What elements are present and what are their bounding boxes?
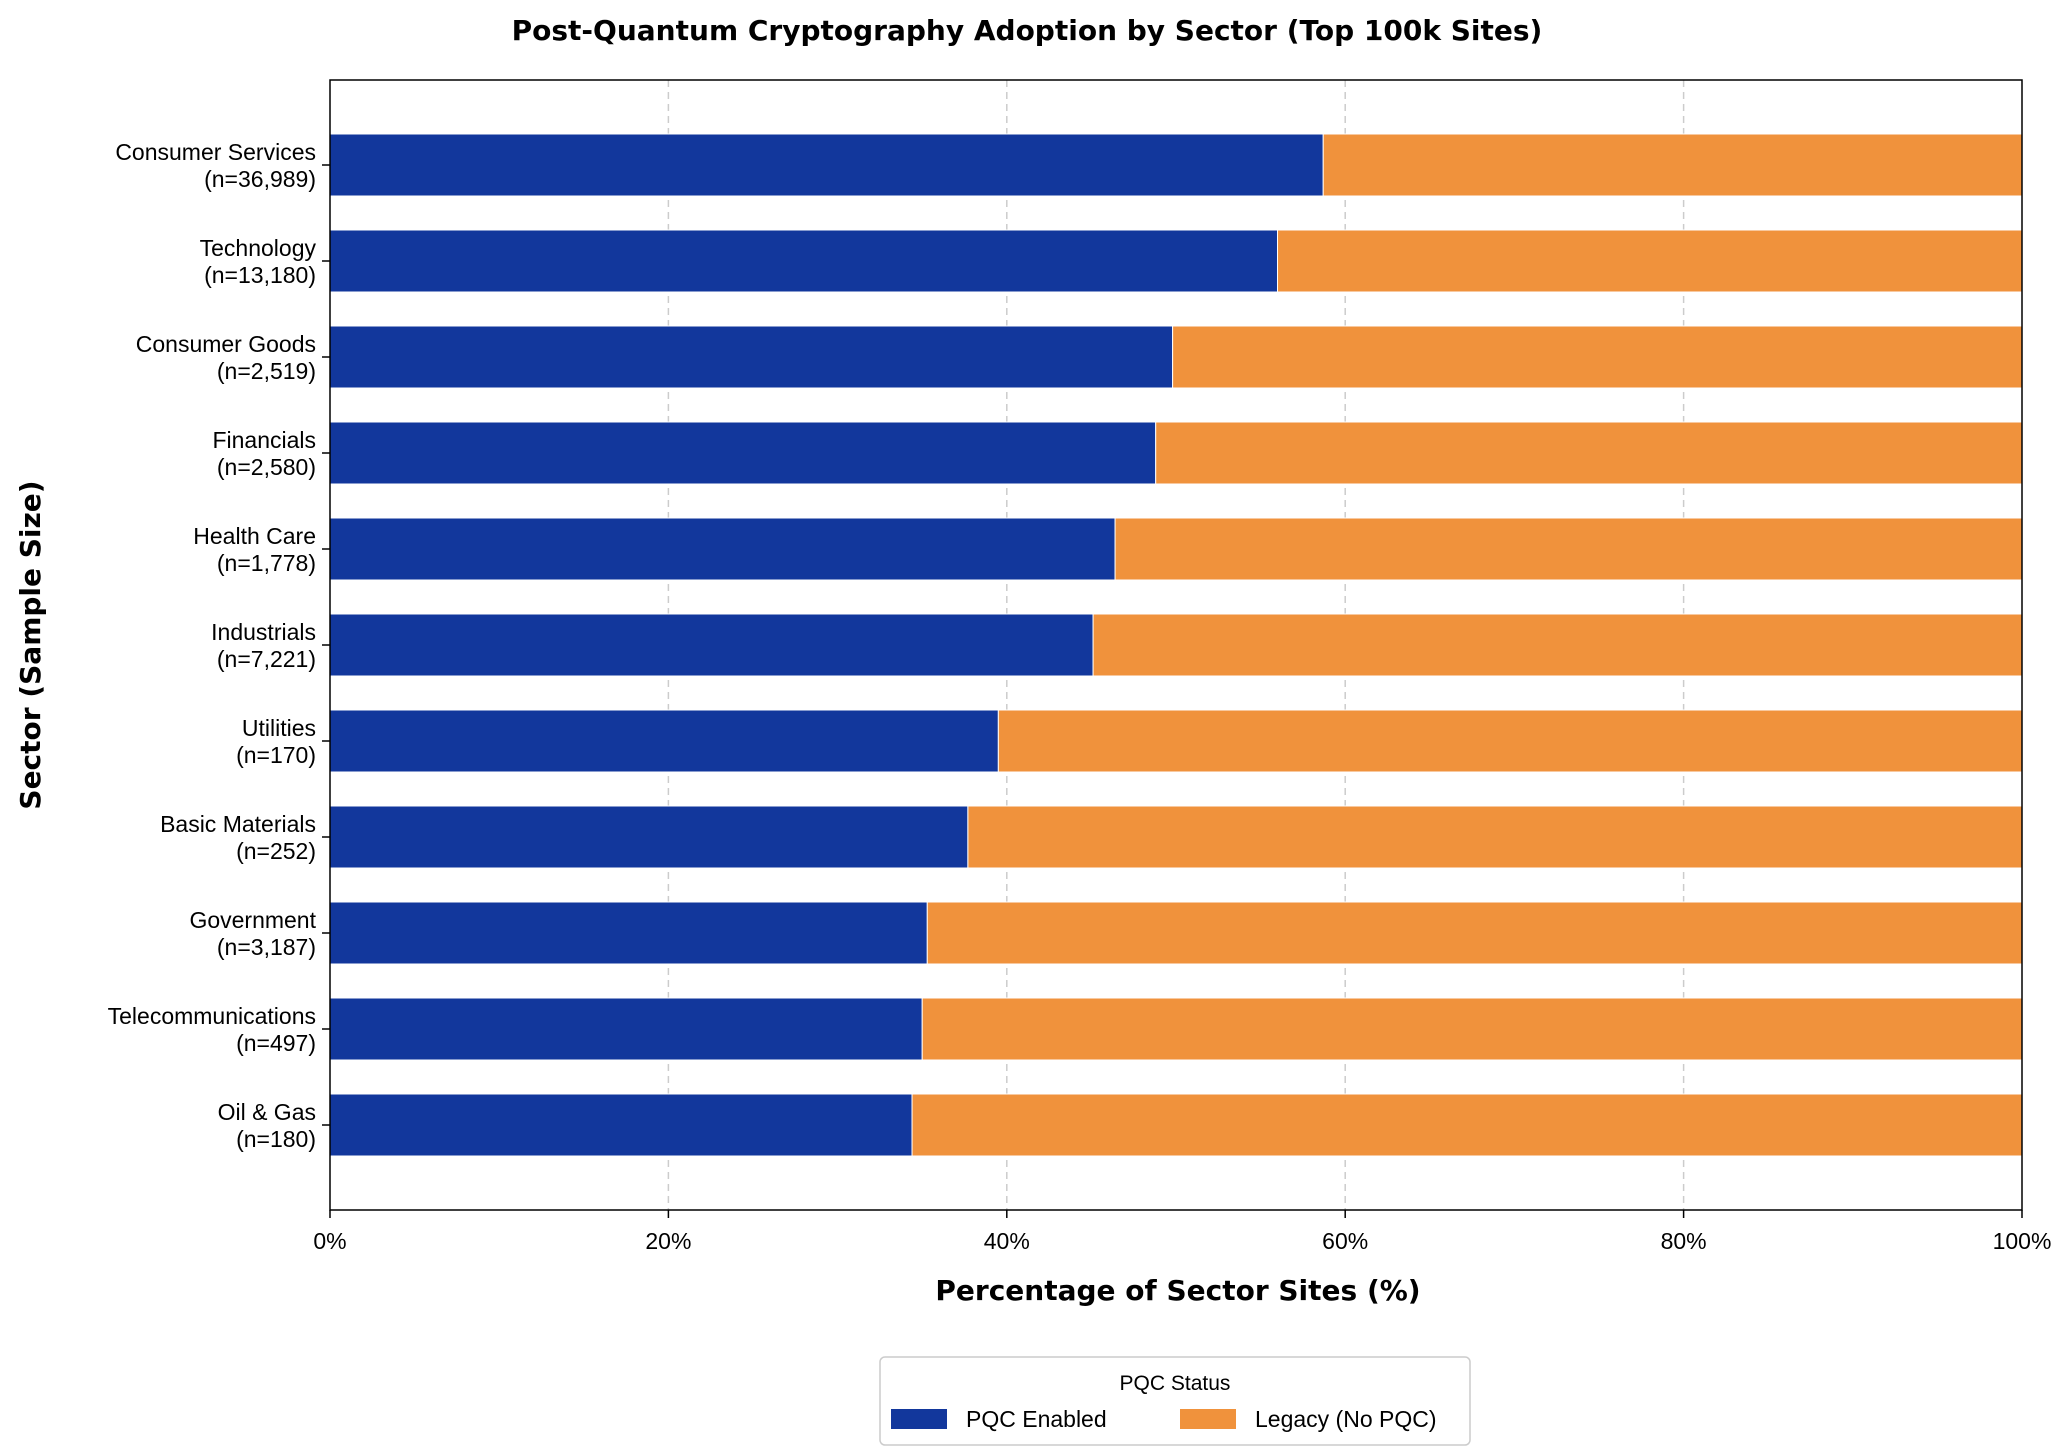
bar-pqc-enabled <box>329 1093 913 1157</box>
legend-label-legacy: Legacy (No PQC) <box>1255 1406 1437 1432</box>
legend-frame <box>879 1356 1471 1446</box>
y-category-sample-size: (n=252) <box>236 838 316 864</box>
bar-legacy <box>926 901 2023 965</box>
y-category-label: Technology <box>200 235 317 261</box>
bar-legacy <box>911 1093 2023 1157</box>
bar-pqc-enabled <box>329 805 969 869</box>
bar-legacy <box>1114 517 2023 581</box>
bar-legacy <box>1092 613 2023 677</box>
x-tick-label: 0% <box>313 1228 346 1254</box>
y-category-label: Government <box>189 907 316 933</box>
x-axis-ticks: 0% 20% 40% 60% 80% 100% <box>313 1210 2051 1254</box>
bar-pqc-enabled <box>329 325 1174 389</box>
bar-legacy <box>1322 133 2023 197</box>
y-category-label: Utilities <box>242 715 316 741</box>
bar-pqc-enabled <box>329 709 999 773</box>
y-category-sample-size: (n=1,778) <box>217 550 316 576</box>
x-tick-label: 60% <box>1322 1228 1368 1254</box>
y-category-sample-size: (n=36,989) <box>204 166 316 192</box>
bar-legacy <box>1155 421 2023 485</box>
bar-pqc-enabled <box>329 517 1116 581</box>
y-category-sample-size: (n=497) <box>236 1030 316 1056</box>
bar-legacy <box>997 709 2023 773</box>
legend-label-pqc-enabled: PQC Enabled <box>966 1406 1107 1432</box>
bar-pqc-enabled <box>329 613 1094 677</box>
legend-title: PQC Status <box>1120 1372 1231 1395</box>
bar-legacy <box>1277 229 2023 293</box>
y-category-label: Health Care <box>193 523 316 549</box>
bar-pqc-enabled <box>329 901 928 965</box>
bar-legacy <box>967 805 2023 869</box>
y-category-label: Consumer Services <box>115 139 316 165</box>
bar-pqc-enabled <box>329 997 923 1061</box>
y-category-sample-size: (n=180) <box>236 1126 316 1152</box>
x-tick-label: 80% <box>1661 1228 1707 1254</box>
y-category-sample-size: (n=170) <box>236 742 316 768</box>
y-category-label: Financials <box>212 427 316 453</box>
legend: PQC Status PQC Enabled Legacy (No PQC) <box>879 1356 1471 1446</box>
chart-title: Post-Quantum Cryptography Adoption by Se… <box>512 14 1543 47</box>
bars <box>329 133 2023 1157</box>
y-category-label: Oil & Gas <box>218 1099 316 1125</box>
x-axis-title: Percentage of Sector Sites (%) <box>935 1274 1420 1307</box>
y-category-sample-size: (n=7,221) <box>217 646 316 672</box>
bar-pqc-enabled <box>329 229 1279 293</box>
y-axis-categories: Consumer Services(n=36,989)Technology(n=… <box>108 139 330 1152</box>
bar-pqc-enabled <box>329 421 1157 485</box>
x-tick-label: 20% <box>645 1228 691 1254</box>
legend-swatch-legacy <box>1180 1409 1236 1429</box>
bar-pqc-enabled <box>329 133 1324 197</box>
y-category-label: Basic Materials <box>160 811 316 837</box>
y-category-sample-size: (n=2,519) <box>217 358 316 384</box>
x-tick-label: 100% <box>1993 1228 2052 1254</box>
bar-legacy <box>921 997 2023 1061</box>
bar-legacy <box>1172 325 2023 389</box>
legend-swatch-pqc-enabled <box>891 1409 947 1429</box>
y-category-label: Consumer Goods <box>136 331 316 357</box>
y-category-sample-size: (n=13,180) <box>204 262 316 288</box>
y-category-sample-size: (n=3,187) <box>217 934 316 960</box>
x-tick-label: 40% <box>984 1228 1030 1254</box>
y-axis-title: Sector (Sample Size) <box>14 480 47 809</box>
y-category-label: Telecommunications <box>108 1003 316 1029</box>
y-category-label: Industrials <box>211 619 316 645</box>
y-category-sample-size: (n=2,580) <box>217 454 316 480</box>
